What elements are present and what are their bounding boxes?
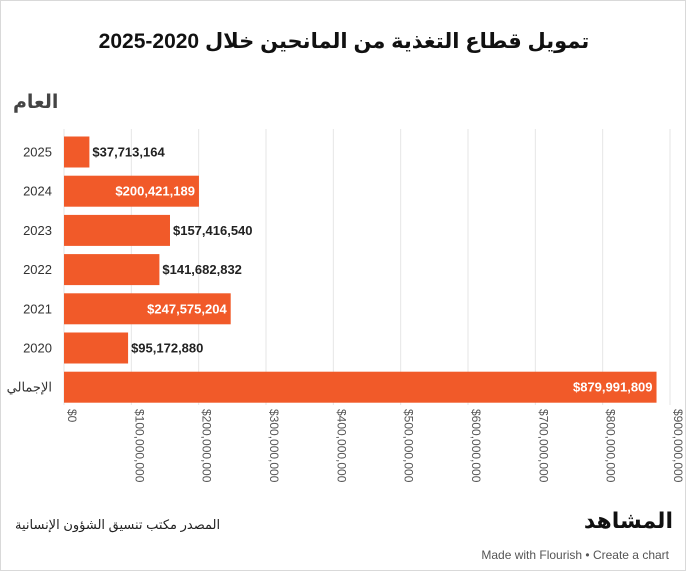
category-label: 2020: [23, 341, 52, 356]
data-label: $37,713,164: [92, 145, 165, 160]
x-tick-label: $900,000,000: [671, 409, 685, 483]
brand-logo-text: المشاهد: [583, 509, 673, 534]
x-tick-label: $100,000,000: [132, 409, 146, 483]
x-tick-label: $600,000,000: [469, 409, 483, 483]
bar: [64, 254, 160, 286]
bar: [64, 371, 657, 403]
category-label: 2024: [23, 184, 52, 199]
bar: [64, 332, 129, 364]
x-tick-label: $700,000,000: [536, 409, 550, 483]
category-label: 2021: [23, 301, 52, 316]
made-with-link[interactable]: Made with Flourish: [481, 548, 583, 562]
data-label: $879,991,809: [573, 380, 653, 395]
category-label: 2025: [23, 145, 52, 160]
bar: [64, 136, 90, 168]
bar: [64, 293, 231, 325]
y-axis-title: العام: [13, 92, 59, 113]
data-label: $247,575,204: [147, 301, 227, 316]
data-label: $141,682,832: [162, 262, 242, 277]
flourish-footer: Made with Flourish • Create a chart: [481, 548, 669, 562]
category-label: الإجمالي: [7, 380, 52, 396]
data-label: $95,172,880: [131, 341, 203, 356]
category-label: 2022: [23, 262, 52, 277]
data-label: $200,421,189: [115, 184, 195, 199]
create-chart-link[interactable]: Create a chart: [592, 548, 669, 562]
data-label: $157,416,540: [173, 223, 253, 238]
x-tick-label: $400,000,000: [334, 409, 348, 483]
x-tick-label: $500,000,000: [402, 409, 416, 483]
x-tick-label: $800,000,000: [604, 409, 618, 483]
x-tick-label: $300,000,000: [267, 409, 281, 483]
x-tick-label: $0: [65, 409, 79, 423]
bar: [64, 175, 199, 207]
category-label: 2023: [23, 223, 52, 238]
chart-title: تمويل قطاع التغذية من المانحين خلال 2020…: [98, 30, 590, 53]
footer-separator: •: [585, 548, 590, 562]
bar: [64, 214, 170, 246]
bar-chart: $0 $100,000,000 $200,000,000 $300,000,000 $4…: [7, 129, 685, 483]
brand-logo: المشاهد: [584, 509, 673, 534]
source-note: المصدر مكتب تنسيق الشؤون الإنسانية: [15, 517, 221, 532]
x-tick-label: $200,000,000: [200, 409, 214, 483]
